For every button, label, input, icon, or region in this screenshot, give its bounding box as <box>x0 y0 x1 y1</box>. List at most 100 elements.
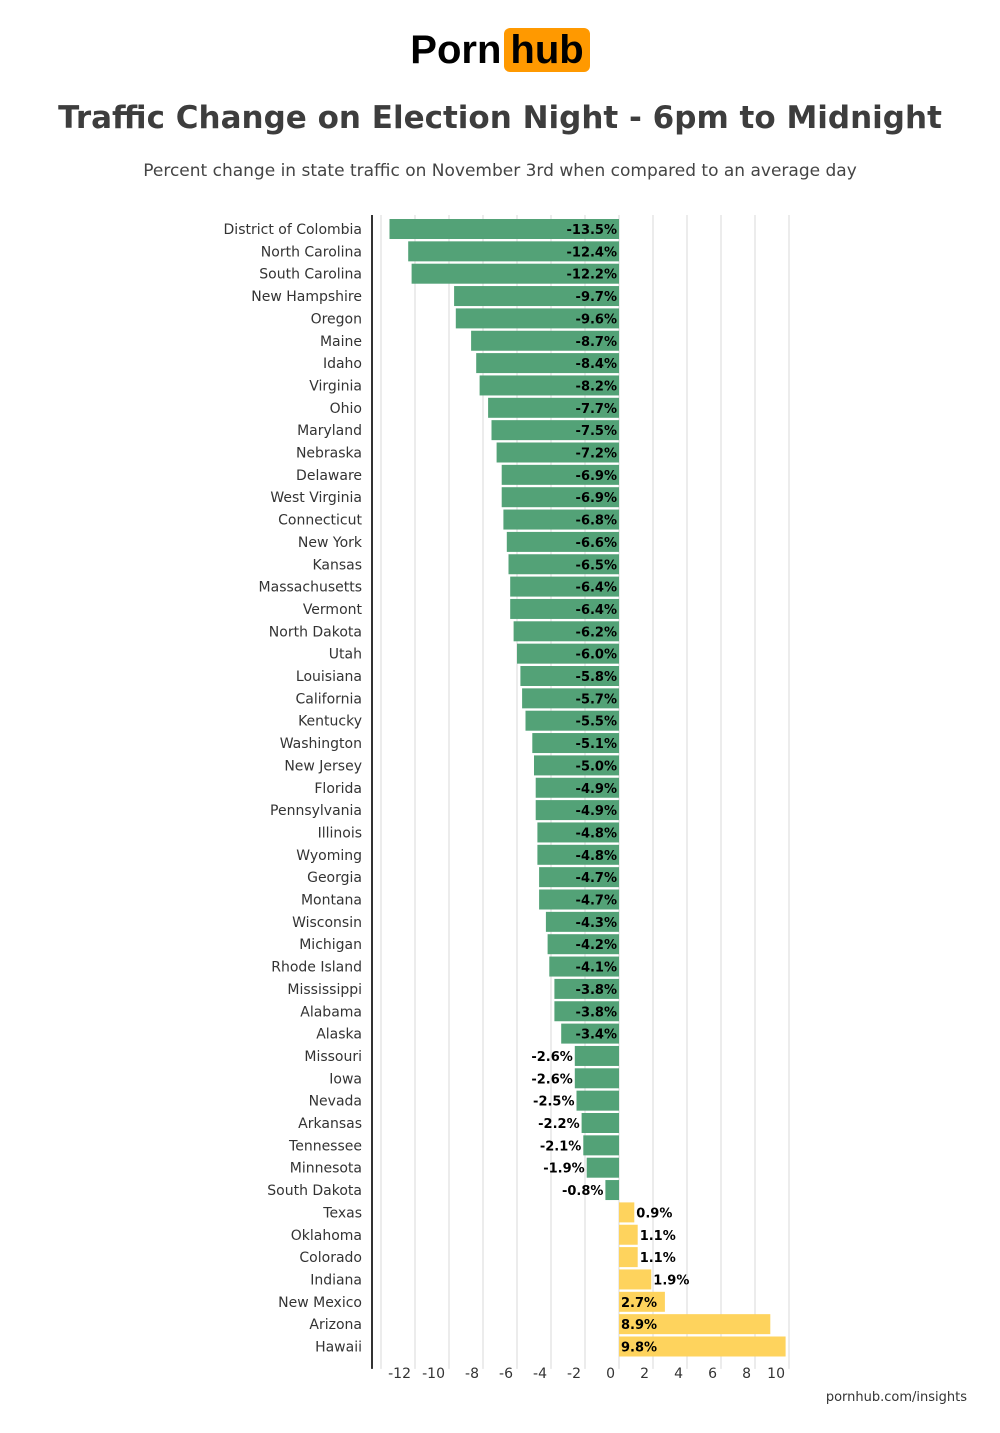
bar <box>581 1113 619 1133</box>
bar <box>619 1224 638 1245</box>
category-label: Louisiana <box>296 669 362 685</box>
data-label: -12.2% <box>567 268 618 283</box>
x-tick-label: 4 <box>674 1366 683 1382</box>
bar <box>605 1180 619 1201</box>
category-label: Georgia <box>307 870 362 886</box>
bar <box>501 464 619 485</box>
bar <box>561 1023 619 1044</box>
category-label: Texas <box>322 1205 362 1221</box>
category-label: New York <box>298 535 363 551</box>
category-label: Iowa <box>329 1071 362 1087</box>
bar <box>491 420 619 441</box>
bar <box>619 1314 771 1335</box>
category-label: Indiana <box>310 1272 362 1288</box>
data-label: -9.6% <box>576 312 617 327</box>
category-label: Wyoming <box>296 848 362 864</box>
category-label: Connecticut <box>278 513 362 529</box>
data-label: -6.5% <box>576 558 617 573</box>
chart-subtitle: Percent change in state traffic on Novem… <box>143 161 857 181</box>
data-label: 1.1% <box>640 1229 676 1244</box>
bar <box>506 531 619 552</box>
x-tick-label: -2 <box>567 1366 581 1382</box>
data-label: -4.1% <box>576 961 617 976</box>
bar <box>455 308 619 329</box>
data-label: -4.9% <box>576 804 617 819</box>
bar <box>539 889 619 910</box>
data-label: -6.9% <box>576 491 617 506</box>
data-label: -4.7% <box>576 894 617 909</box>
category-label: South Dakota <box>267 1183 362 1199</box>
x-tick-label: 8 <box>742 1366 751 1382</box>
bar <box>471 330 619 351</box>
category-label: New Jersey <box>284 758 362 774</box>
bar <box>583 1135 619 1156</box>
chart-title: Traffic Change on Election Night - 6pm t… <box>58 100 942 136</box>
category-label: Illinois <box>318 825 362 841</box>
bar <box>520 666 619 686</box>
category-label: Nebraska <box>296 446 362 462</box>
category-label: Utah <box>329 647 362 663</box>
category-label: Oregon <box>311 311 362 327</box>
category-label: Minnesota <box>290 1161 362 1177</box>
bar <box>513 621 619 642</box>
x-tick-label: -10 <box>422 1366 445 1382</box>
x-tick-label: 0 <box>606 1366 615 1382</box>
category-label: Ohio <box>330 401 362 417</box>
data-label: -3.8% <box>576 983 617 998</box>
bar <box>501 487 619 508</box>
data-label: -5.7% <box>576 692 617 707</box>
category-label: Maine <box>320 334 362 350</box>
data-label: -0.8% <box>562 1184 603 1199</box>
category-label: Tennessee <box>288 1138 362 1154</box>
bar <box>411 263 619 284</box>
category-label: Kansas <box>312 557 362 573</box>
x-tick-label: 10 <box>767 1366 785 1382</box>
category-label: West Virginia <box>270 490 362 506</box>
data-label: -6.6% <box>576 536 617 551</box>
category-label: Florida <box>314 781 362 797</box>
category-label: North Dakota <box>269 624 362 640</box>
category-label: Nevada <box>309 1094 362 1110</box>
x-tick-label: -6 <box>499 1366 513 1382</box>
data-label: -6.0% <box>576 648 617 663</box>
bar <box>534 755 619 776</box>
category-label: Alaska <box>316 1027 362 1043</box>
logo-text: Porn <box>410 28 502 72</box>
category-label: Colorado <box>299 1250 362 1266</box>
bar <box>574 1068 619 1089</box>
data-label: -2.6% <box>531 1050 572 1065</box>
data-label: -6.9% <box>576 469 617 484</box>
bar <box>522 688 619 709</box>
data-label: -3.8% <box>576 1005 617 1020</box>
category-label: Delaware <box>296 468 362 484</box>
data-label: 0.9% <box>636 1206 672 1221</box>
bar <box>537 822 619 843</box>
x-tick-label: -8 <box>465 1366 479 1382</box>
data-label: -4.9% <box>576 782 617 797</box>
data-label: -3.4% <box>576 1028 617 1043</box>
data-label: -7.5% <box>576 424 617 439</box>
data-label: -9.7% <box>576 290 617 305</box>
data-label: -4.7% <box>576 871 617 886</box>
data-label: -5.1% <box>576 737 617 752</box>
bar <box>517 643 619 664</box>
data-label: -13.5% <box>567 223 618 238</box>
category-label: District of Colombia <box>224 222 362 238</box>
x-tick-label: 2 <box>640 1366 649 1382</box>
bar <box>454 286 619 307</box>
category-label: Arizona <box>309 1317 362 1333</box>
bar <box>619 1336 786 1357</box>
category-label: New Mexico <box>278 1295 362 1311</box>
category-label: Massachusetts <box>259 580 362 596</box>
data-label: -2.1% <box>540 1139 581 1154</box>
bar <box>488 397 619 418</box>
x-tick-label: 6 <box>708 1366 717 1382</box>
category-label: Rhode Island <box>271 960 362 976</box>
data-label: -5.5% <box>576 715 617 730</box>
data-label: 1.1% <box>640 1251 676 1266</box>
bar <box>545 911 619 932</box>
data-label: -12.4% <box>567 245 618 260</box>
category-label: Kentucky <box>298 714 362 730</box>
